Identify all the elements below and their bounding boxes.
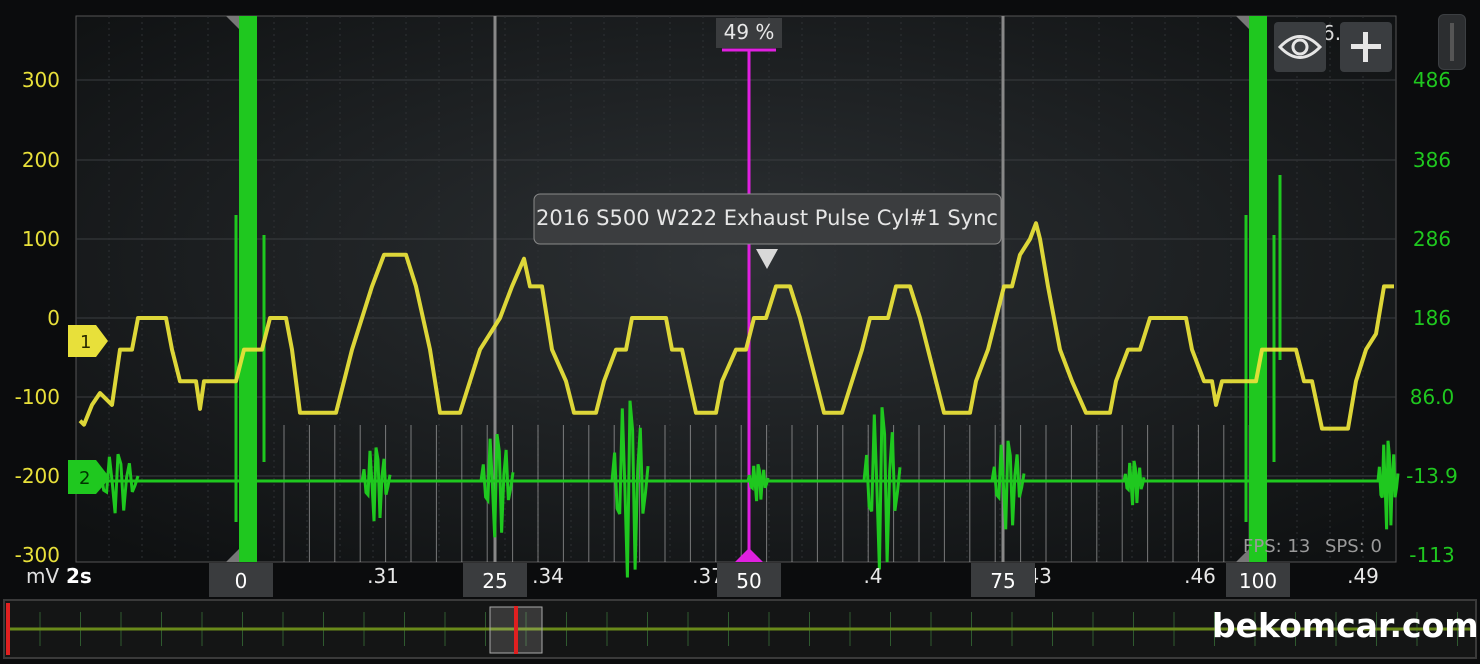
cursor-percent: 49 %: [724, 20, 775, 44]
channel-2-burst: [862, 407, 902, 570]
channel-2-burst: [610, 400, 650, 578]
visibility-button[interactable]: [1274, 22, 1326, 72]
cursor-bottom-marker: [226, 546, 242, 562]
channel-2-burst: [990, 440, 1026, 530]
cursor-marker-50[interactable]: 50: [717, 563, 781, 597]
left-axis-tick-label: -200: [15, 464, 60, 488]
percent-cursor-handle[interactable]: [735, 548, 763, 562]
right-axis-tick-label: -113: [1409, 543, 1454, 567]
left-axis-tick-label: 0: [47, 306, 60, 330]
left-axis-tick-label: 200: [22, 148, 60, 172]
waveform-title: 2016 S500 W222 Exhaust Pulse Cyl#1 Sync: [536, 206, 998, 230]
x-axis-tick-label: .31: [367, 564, 399, 588]
right-axis-tick-label: -13.9: [1406, 464, 1458, 488]
right-axis-tick-label: 286: [1413, 227, 1451, 251]
cursor-marker-75[interactable]: 75: [971, 563, 1035, 597]
overview-cursor: [514, 606, 518, 654]
channel-2-flag-label: 2: [79, 468, 90, 489]
side-panel-handle[interactable]: [1438, 14, 1466, 70]
cursor-marker-box: [209, 563, 273, 597]
left-axis-tick-label: 300: [22, 68, 60, 92]
channel-2-burst: [1122, 460, 1146, 506]
cursor-markers[interactable]: 0 25 50 75 100: [209, 563, 1290, 597]
channel-1-flag[interactable]: 1: [68, 325, 108, 357]
channel-2-trace: [96, 16, 1400, 578]
left-axis: 300 200 100 0 -100 -200 -300: [15, 68, 60, 567]
right-axis-tick-label: 386: [1413, 148, 1451, 172]
fps-readout: FPS: 13: [1243, 536, 1310, 557]
watermark: bekomcar.com: [1212, 606, 1479, 645]
cursor-marker-0[interactable]: 0: [209, 563, 273, 597]
left-axis-tick-label: 100: [22, 227, 60, 251]
x-axis-tick-label: .4: [863, 564, 882, 588]
time-readout: 6.: [1322, 21, 1341, 45]
overview-scrollbar[interactable]: [3, 599, 1477, 659]
channel-1-trace: [78, 221, 1394, 431]
cursor-marker-label: 25: [482, 569, 507, 593]
right-axis: 486 386 286 186 86.0 -13.9 -113: [1406, 68, 1458, 567]
left-axis-tick-label: -300: [15, 543, 60, 567]
right-axis-tick-label: 486: [1413, 68, 1451, 92]
cursor-marker-box: [463, 563, 527, 597]
cursor-top-marker: [226, 16, 242, 32]
cursor-marker-label: 75: [990, 569, 1015, 593]
channel-2-burst: [1376, 440, 1400, 530]
cursor-marker-box: [1226, 563, 1290, 597]
cursor-marker-box: [717, 563, 781, 597]
channel-2-sync-spike: [239, 16, 257, 562]
cursor-marker-label: 50: [736, 569, 761, 593]
add-channel-button[interactable]: [1340, 22, 1392, 72]
sps-readout: SPS: 0: [1325, 536, 1382, 557]
unit-label: mV: [26, 564, 59, 588]
channel-1-flag-label: 1: [80, 332, 91, 353]
overview-start-marker: [6, 603, 10, 655]
channel-2-burst: [360, 447, 392, 522]
cursor-top-marker: [1236, 16, 1252, 32]
channel-2-flag[interactable]: 2: [68, 460, 110, 494]
channel-2-sync-spike: [1249, 16, 1267, 562]
left-axis-tick-label: -100: [15, 385, 60, 409]
channel-2-burst: [746, 463, 770, 502]
x-axis-tick-label: .49: [1347, 564, 1379, 588]
cursor-marker-25[interactable]: 25: [463, 563, 527, 597]
x-axis-tick-label: .46: [1184, 564, 1216, 588]
cursor-marker-box: [971, 563, 1035, 597]
right-axis-tick-label: 186: [1413, 306, 1451, 330]
right-axis-tick-label: 86.0: [1410, 385, 1455, 409]
cursor-marker-label: 0: [235, 569, 248, 593]
timebase-label[interactable]: 2s: [66, 564, 92, 588]
cursor-bottom-marker: [1236, 546, 1252, 562]
eye-icon: [1277, 35, 1323, 59]
x-axis-tick-label: .34: [532, 564, 564, 588]
cursor-marker-label: 100: [1239, 569, 1277, 593]
cursor-percent-readout: 49 %: [716, 18, 782, 48]
waveform-title-tooltip: 2016 S500 W222 Exhaust Pulse Cyl#1 Sync: [533, 193, 1002, 269]
channel-2-burst: [479, 433, 515, 538]
channel-1-waveform: [78, 221, 1394, 431]
cursor-marker-100[interactable]: 100: [1226, 563, 1290, 597]
channel-2-burst: [96, 453, 140, 514]
